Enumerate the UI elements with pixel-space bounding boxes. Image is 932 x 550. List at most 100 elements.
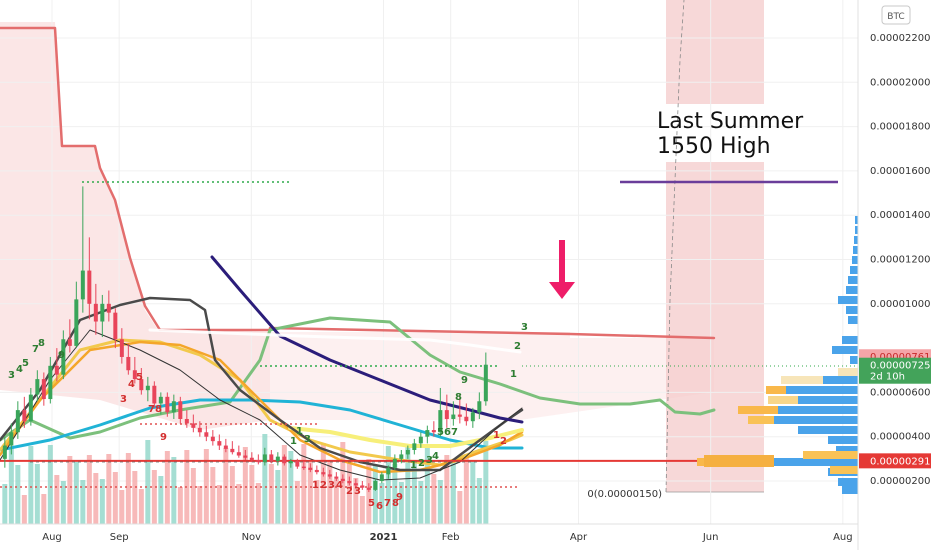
candle-body	[61, 339, 66, 375]
volume-profile-bar	[842, 336, 858, 344]
volume-profile-bar	[842, 486, 858, 494]
volume-bar	[223, 448, 229, 524]
volume-bar	[327, 461, 333, 524]
td-count-label: 2	[514, 341, 521, 352]
volume-bar	[294, 481, 300, 524]
candle-body	[392, 458, 397, 468]
volume-bar	[177, 487, 183, 524]
candle-body	[444, 410, 449, 419]
candle-body	[87, 270, 92, 304]
td-count-label: 5	[437, 427, 444, 438]
td-count-label: 1	[410, 460, 417, 471]
volume-profile-bar	[850, 356, 858, 364]
volume-bar	[158, 476, 164, 524]
candle-body	[379, 474, 384, 481]
volume-bar	[99, 479, 105, 524]
volume-profile-bar	[772, 458, 858, 466]
td-count-label: 2	[500, 436, 507, 447]
volume-bar	[424, 444, 430, 524]
ema-cyan	[0, 398, 524, 452]
volume-bar	[444, 455, 450, 524]
volume-bar	[255, 483, 261, 524]
candle-body	[132, 370, 137, 380]
volume-bar	[93, 473, 99, 524]
td-count-label: 5	[368, 498, 375, 509]
volume-profile-bar	[738, 406, 778, 414]
volume-bar	[47, 445, 53, 524]
candle-body	[483, 364, 488, 402]
volume-bar	[106, 454, 112, 524]
candle-body	[477, 401, 482, 413]
td-count-label: 1	[312, 480, 319, 491]
candle-body	[74, 299, 79, 346]
volume-bar	[216, 485, 222, 524]
volume-bar	[470, 460, 476, 524]
forecast-dashed-line	[665, 0, 685, 493]
volume-bar	[242, 447, 248, 524]
y-tick-label: 0.00001400	[870, 210, 930, 221]
x-tick-label: Feb	[442, 532, 460, 543]
volume-bar	[385, 446, 391, 524]
volume-bar	[463, 454, 469, 524]
candle-body	[48, 365, 53, 400]
volume-profile-bar	[748, 416, 774, 424]
volume-profile-bar	[786, 386, 858, 394]
volume-profile-bar	[848, 276, 858, 284]
candle-body	[119, 339, 124, 357]
indicator-layer	[0, 26, 858, 488]
td-count-label: 4	[128, 379, 135, 390]
forecast-zone-bottom	[666, 162, 764, 492]
candle-body	[139, 379, 144, 391]
ma-navy	[210, 255, 524, 424]
volume-bar	[372, 465, 378, 524]
candle-body	[327, 474, 332, 477]
currency-badge[interactable]: BTC	[881, 5, 911, 25]
candle-body	[210, 436, 215, 442]
td-count-label: 3	[8, 370, 15, 381]
candle-body	[288, 461, 293, 464]
volume-bar	[249, 465, 255, 524]
candle-body	[35, 379, 40, 395]
volume-bar	[73, 462, 79, 524]
td-count-label: 7	[32, 344, 39, 355]
x-tick-label: Sep	[110, 532, 129, 543]
volume-bar	[268, 464, 274, 524]
volume-bar	[483, 441, 489, 524]
volume-bar	[450, 461, 456, 524]
candle-body	[431, 430, 436, 433]
td-count-label: 2	[346, 486, 353, 497]
volume-profile-bar	[768, 396, 798, 404]
annotation-line-2: 1550 High	[657, 134, 771, 159]
volume-bar	[171, 457, 177, 524]
volume-profile-bar	[838, 478, 858, 486]
volume-bar	[229, 466, 235, 524]
candle-body	[113, 312, 118, 340]
volume-profile-bar	[850, 266, 858, 274]
volume-bar	[431, 474, 437, 524]
candle-body	[100, 303, 105, 322]
ema-yellow	[0, 338, 524, 467]
td-count-label: 1	[493, 430, 500, 441]
volume-bar	[28, 446, 34, 524]
volume-bar	[333, 479, 339, 524]
td-count-label: 9	[58, 350, 65, 361]
candle-body	[457, 414, 462, 417]
x-tick-label: Aug	[42, 532, 62, 543]
volume-profile-bar	[838, 296, 858, 304]
volume-bar	[80, 480, 86, 524]
volume-bar	[112, 472, 118, 524]
cloud-white	[148, 328, 522, 354]
candle-body	[178, 401, 183, 419]
volume-bar	[190, 468, 196, 524]
candle-body	[256, 459, 261, 463]
candle-body	[217, 441, 222, 446]
volume-profile-bar	[855, 216, 858, 224]
volume-bar	[262, 434, 268, 524]
volume-profile-bar	[781, 376, 823, 384]
candle-body	[347, 481, 352, 484]
volume-bar	[54, 475, 60, 524]
candle-body	[269, 454, 274, 462]
candle-body	[152, 385, 157, 404]
